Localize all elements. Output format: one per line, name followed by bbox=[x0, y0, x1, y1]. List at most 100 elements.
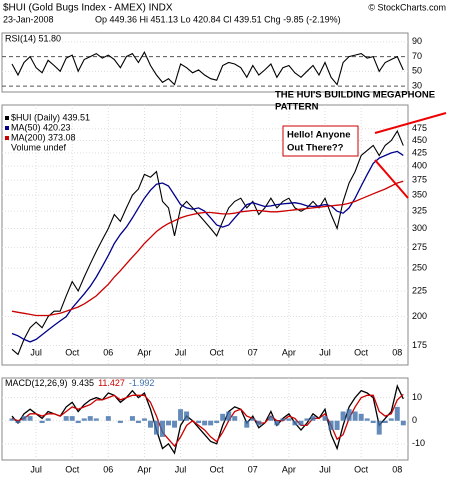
histogram-bar bbox=[178, 409, 184, 421]
x-tick-label: Oct bbox=[210, 347, 225, 357]
x-tick-label: Oct bbox=[65, 464, 80, 474]
histogram-bar bbox=[394, 406, 400, 421]
histogram-bar bbox=[256, 420, 262, 426]
histogram-bar bbox=[232, 416, 238, 421]
quote: Op 449.36 Hi 451.13 Lo 420.84 Cl 439.51 … bbox=[95, 14, 341, 24]
y-tick-label: 325 bbox=[412, 206, 427, 216]
y-tick-label: 250 bbox=[412, 262, 427, 272]
y-tick-label: 200 bbox=[412, 311, 427, 321]
legend-entry: -1.992 bbox=[129, 378, 155, 388]
histogram-bar bbox=[334, 420, 340, 430]
x-tick-label: 07 bbox=[248, 464, 258, 474]
histogram-bar bbox=[172, 420, 178, 428]
series-line bbox=[11, 393, 404, 448]
histogram-bar bbox=[268, 416, 274, 421]
histogram-bar bbox=[117, 420, 123, 424]
histogram-bar bbox=[21, 416, 27, 421]
histogram-bar bbox=[292, 420, 298, 426]
histogram-bar bbox=[346, 409, 352, 421]
x-tick-label: 08 bbox=[392, 347, 402, 357]
histogram-bar bbox=[141, 418, 147, 421]
histogram-bar bbox=[328, 420, 334, 430]
histogram-bar bbox=[400, 420, 406, 426]
histogram-bar bbox=[220, 413, 226, 421]
series-line bbox=[11, 51, 404, 86]
histogram-bar bbox=[358, 413, 364, 421]
x-tick-label: 08 bbox=[392, 464, 402, 474]
histogram-bar bbox=[352, 411, 358, 421]
annotation: PATTERN bbox=[275, 102, 319, 113]
y-tick-label: 450 bbox=[412, 135, 427, 145]
date: 23-Jan-2008 bbox=[3, 14, 54, 24]
series-line bbox=[11, 150, 404, 343]
histogram-bar bbox=[370, 420, 376, 424]
y-tick-label: 300 bbox=[412, 223, 427, 233]
y-tick-label: 175 bbox=[412, 340, 427, 350]
histogram-bar bbox=[322, 416, 328, 421]
x-tick-label: Jul bbox=[175, 347, 187, 357]
histogram-bar bbox=[9, 418, 15, 421]
panel-title: RSI(14) 51.80 bbox=[5, 33, 61, 43]
histogram-bar bbox=[208, 420, 214, 426]
y-tick-label: 30 bbox=[412, 80, 422, 90]
x-tick-label: 06 bbox=[103, 347, 113, 357]
y-tick-label: 375 bbox=[412, 174, 427, 184]
histogram-bar bbox=[15, 420, 21, 424]
histogram-bar bbox=[274, 420, 280, 426]
x-tick-label: 06 bbox=[103, 464, 113, 474]
x-tick-label: Jul bbox=[319, 464, 331, 474]
histogram-bar bbox=[147, 420, 153, 428]
histogram-bar bbox=[69, 416, 75, 421]
x-tick-label: Jul bbox=[175, 464, 187, 474]
series-line bbox=[11, 129, 404, 356]
histogram-bar bbox=[184, 411, 190, 421]
megaphone-line bbox=[374, 159, 409, 199]
y-tick-label: 50 bbox=[412, 66, 422, 76]
histogram-bar bbox=[160, 420, 165, 437]
x-tick-label: Apr bbox=[137, 464, 151, 474]
histogram-bar bbox=[39, 420, 45, 424]
histogram-bar bbox=[129, 416, 135, 421]
annotation: THE HUI'S BUILDING MEGAPHONE bbox=[275, 90, 435, 101]
histogram-bar bbox=[364, 418, 370, 421]
histogram-bar bbox=[286, 418, 292, 421]
series-line bbox=[11, 384, 404, 455]
histogram-bar bbox=[135, 420, 141, 424]
histogram-bar bbox=[298, 420, 304, 426]
histogram-bar bbox=[196, 420, 202, 424]
y-tick-label: 70 bbox=[412, 51, 422, 61]
legend-entry: MA(50) 420.23 bbox=[11, 122, 71, 132]
panel-frame bbox=[1, 377, 409, 461]
histogram-bar bbox=[382, 420, 388, 424]
histogram-bar bbox=[81, 418, 87, 421]
x-tick-label: Oct bbox=[354, 347, 369, 357]
histogram-bar bbox=[166, 420, 172, 426]
annotation: Out There?? bbox=[287, 143, 344, 154]
histogram-bar bbox=[244, 420, 250, 428]
y-tick-label: -10 bbox=[412, 438, 425, 448]
x-tick-label: Jul bbox=[30, 464, 42, 474]
legend-entry: $HUI (Daily) 439.51 bbox=[11, 112, 90, 122]
histogram-bar bbox=[226, 411, 232, 421]
histogram-bar bbox=[105, 416, 111, 421]
panel-title: MACD(12,26,9) 9.435 11.427 -1.992 bbox=[5, 378, 154, 388]
histogram-bar bbox=[87, 416, 93, 421]
x-tick-label: Oct bbox=[210, 464, 225, 474]
histogram-bar bbox=[75, 420, 81, 424]
x-tick-label: Apr bbox=[282, 464, 296, 474]
y-tick-label: 425 bbox=[412, 147, 427, 157]
y-tick-label: 400 bbox=[412, 160, 427, 170]
histogram-bar bbox=[153, 420, 159, 435]
histogram-bar bbox=[304, 418, 310, 421]
legend-swatch bbox=[5, 126, 9, 130]
x-tick-label: Apr bbox=[282, 347, 296, 357]
panel-frame bbox=[1, 32, 409, 93]
series-line bbox=[11, 180, 404, 317]
histogram-bar bbox=[310, 416, 316, 421]
histogram-bar bbox=[27, 416, 33, 421]
y-tick-label: 225 bbox=[412, 285, 427, 295]
histogram-bar bbox=[93, 418, 99, 421]
legend-entry: 9.435 bbox=[72, 378, 95, 388]
rsi-panel: 30 50 70 90 RSI(14) 51.80 bbox=[1, 32, 422, 93]
